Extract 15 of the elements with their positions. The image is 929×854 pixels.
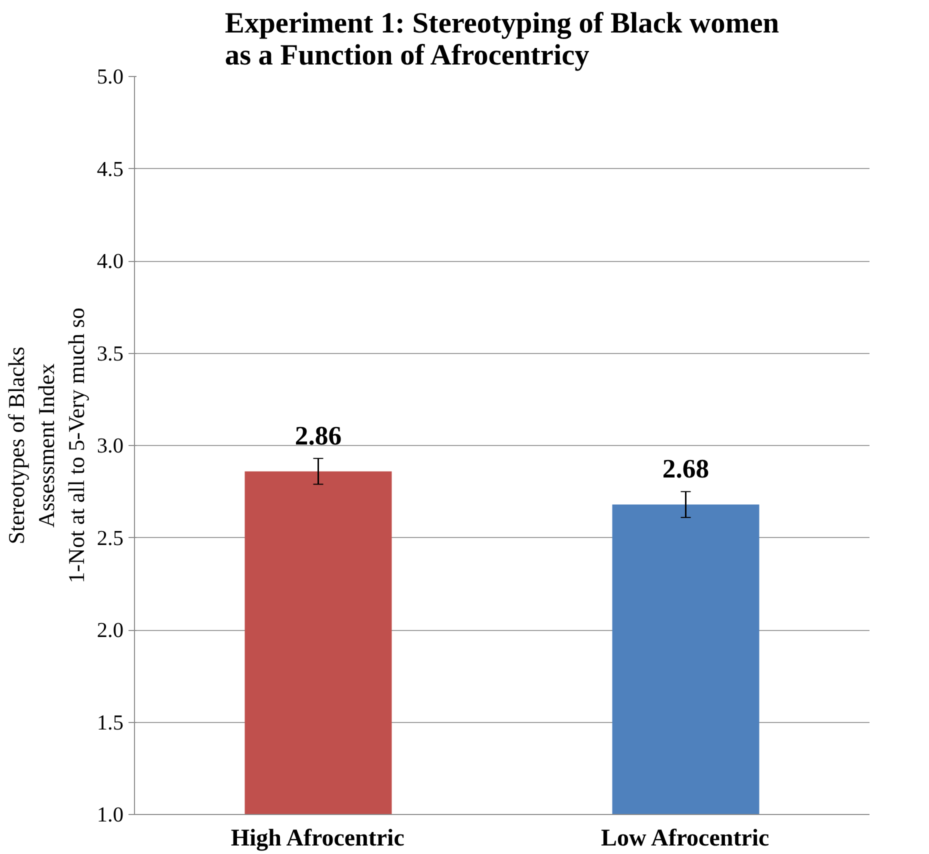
data-label: 2.68 [662, 454, 710, 484]
y-tick-label: 4.5 [96, 156, 124, 181]
y-tick-label: 2.0 [96, 618, 124, 642]
x-tick-label: Low Afrocentric [601, 826, 770, 852]
y-tick-label: 5.0 [96, 64, 124, 88]
chart-title: Experiment 1: Stereotyping of Black women as a Function of Afrocentricy [224, 8, 780, 72]
y-tick-label: 2.5 [96, 526, 124, 550]
y-tick-label: 1.0 [96, 802, 124, 826]
y-tick-label: 4.0 [96, 249, 124, 273]
y-tick-label: 1.5 [96, 710, 124, 734]
x-tick-label: High Afrocentric [230, 826, 405, 852]
y-tick-label: 3.0 [96, 434, 124, 458]
y-axis-title: Stereotypes of Blacks Assessment Index 1-Not at all to 5-Very much so [4, 308, 89, 584]
y-tick-label: 3.5 [96, 341, 124, 366]
data-label: 2.86 [294, 420, 342, 450]
